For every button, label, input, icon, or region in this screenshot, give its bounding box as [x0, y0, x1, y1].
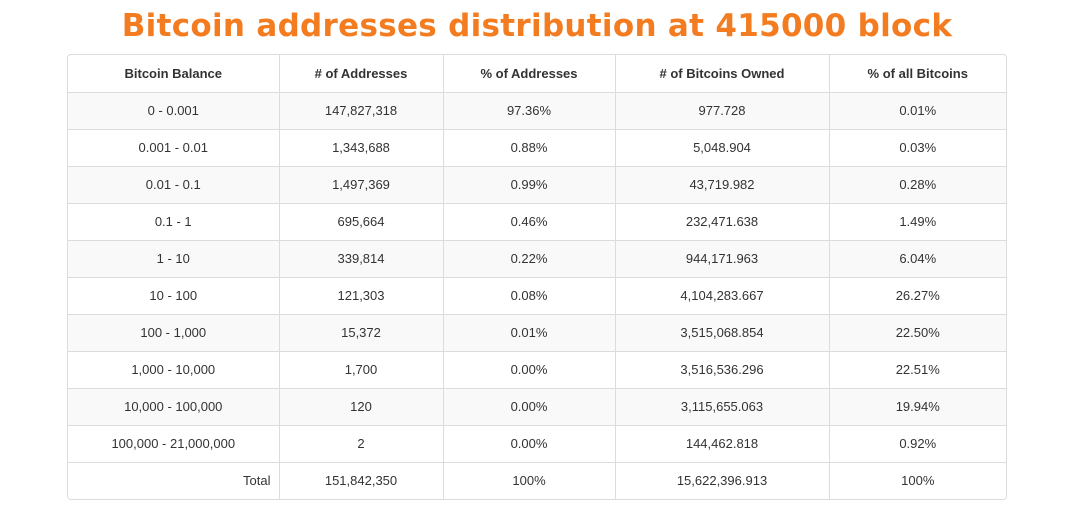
table-cell: 100% — [443, 461, 616, 499]
table-cell: 1,497,369 — [279, 165, 444, 203]
column-header: % of all Bitcoins — [867, 65, 968, 81]
table-row: 0.1 - 1 695,664 0.46% 232,471.638 1.49% — [68, 202, 1006, 240]
table-row: 10 - 100 121,303 0.08% 4,104,283.667 26.27% — [68, 276, 1006, 314]
column-header: Bitcoin Balance — [68, 55, 280, 92]
table-cell: 0.00% — [443, 424, 616, 462]
table-cell: 0.03% — [829, 128, 1006, 166]
table-cell: 0.001 - 0.01 — [68, 128, 280, 166]
table-row: 100,000 - 21,000,000 2 0.00% 144,462.818 0.9… — [68, 424, 1006, 462]
table-cell: 339,814 — [279, 239, 444, 277]
table-cell: 0.22% — [443, 239, 616, 277]
table-cell: 5,048.904 — [615, 128, 830, 166]
table-row: 1,000 - 10,000 1,700 0.00% 3,516,536.296 22.… — [68, 350, 1006, 388]
column-header: % of Addresses — [443, 55, 616, 92]
table-cell: 0.99% — [443, 165, 616, 203]
column-header: # of Addresses — [279, 55, 444, 92]
table-cell: 0.88% — [443, 128, 616, 166]
table-cell: 3,115,655.063 — [615, 387, 830, 425]
table-row: 100 - 1,000 15,372 0.01% 3,515,068.854 22.50… — [68, 313, 1006, 351]
table-cell: 0.46% — [443, 202, 616, 240]
table-cell: 3,516,536.296 — [615, 350, 830, 388]
table-row: 1 - 10 339,814 0.22% 944,171.963 6.04% — [68, 239, 1006, 277]
table-cell: 0.92% — [829, 424, 1006, 462]
distribution-table: Bitcoin Balance # of Addresses % of Addr… — [67, 54, 1007, 500]
column-header: # of Bitcoins Owned — [615, 55, 830, 92]
table-cell: 0.1 - 1 — [68, 202, 280, 240]
table-cell: 977.728 — [615, 91, 830, 129]
table-cell: 15,372 — [279, 313, 444, 351]
table-cell: 121,303 — [279, 276, 444, 314]
table-cell: 22.50% — [829, 313, 1006, 351]
table-cell: 1,000 - 10,000 — [68, 350, 280, 388]
table-cell: 15,622,396.913 — [615, 461, 830, 499]
table-cell: 1.49% — [829, 202, 1006, 240]
table-cell: 1,343,688 — [279, 128, 444, 166]
table-cell: 0.01% — [443, 313, 616, 351]
table-row: 0.001 - 0.01 1,343,688 0.88% 5,048.904 0.03% — [68, 128, 1006, 166]
table-cell: 144,462.818 — [615, 424, 830, 462]
table-cell: 0.01% — [829, 91, 1006, 129]
table-cell: 97.36% — [443, 91, 616, 129]
page-title: Bitcoin addresses distribution at 415000… — [121, 8, 953, 44]
table-header-row: Bitcoin Balance # of Addresses % of Addr… — [68, 55, 1006, 92]
table-cell: 695,664 — [279, 202, 444, 240]
table-cell: 0 - 0.001 — [68, 91, 280, 129]
table-cell: 100,000 - 21,000,000 — [68, 424, 280, 462]
table-row: 10,000 - 100,000 120 0.00% 3,115,655.063 19.… — [68, 387, 1006, 425]
table-cell: 944,171.963 — [615, 239, 830, 277]
table-row: 0 - 0.001 147,827,318 97.36% 977.728 0.01% — [68, 91, 1006, 129]
table-total-row: Total 151,842,350 100% 15,622,396.913 10… — [68, 461, 1006, 499]
table-cell: 0.01 - 0.1 — [68, 165, 280, 203]
table-cell: 19.94% — [829, 387, 1006, 425]
table-cell: 0.08% — [443, 276, 616, 314]
table-cell: 22.51% — [829, 350, 1006, 388]
table-cell: 1,700 — [279, 350, 444, 388]
table-cell: 100 - 1,000 — [68, 313, 280, 351]
table-cell: 1 - 10 — [68, 239, 280, 277]
table-row: 0.01 - 0.1 1,497,369 0.99% 43,719.982 0.28% — [68, 165, 1006, 203]
table-cell: 10 - 100 — [68, 276, 280, 314]
table-cell: 151,842,350 — [279, 461, 444, 499]
table-cell: 2 — [279, 424, 444, 462]
table-cell: 120 — [279, 387, 444, 425]
table-cell: 232,471.638 — [615, 202, 830, 240]
table-cell: 6.04% — [829, 239, 1006, 277]
table-cell: 10,000 - 100,000 — [68, 387, 280, 425]
table-cell: 4,104,283.667 — [615, 276, 830, 314]
table-cell: 0.00% — [443, 387, 616, 425]
table-cell: 3,515,068.854 — [615, 313, 830, 351]
table-cell: Total — [68, 461, 280, 499]
table-cell: 26.27% — [829, 276, 1006, 314]
table-cell: 0.28% — [829, 165, 1006, 203]
table-cell: 43,719.982 — [615, 165, 830, 203]
table-cell: 100% — [829, 461, 1006, 499]
table-cell: 0.00% — [443, 350, 616, 388]
table-cell: 147,827,318 — [279, 91, 444, 129]
